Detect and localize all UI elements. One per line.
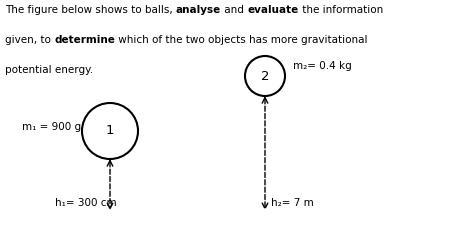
Text: 1: 1: [106, 125, 114, 137]
Text: analyse: analyse: [176, 5, 221, 15]
Text: h₂= 7 m: h₂= 7 m: [271, 198, 314, 208]
Text: 2: 2: [261, 70, 269, 82]
Text: given, to: given, to: [5, 35, 54, 45]
Text: h₁= 300 cm: h₁= 300 cm: [55, 198, 117, 208]
Text: determine: determine: [54, 35, 115, 45]
Text: m₁ = 900 g: m₁ = 900 g: [22, 122, 81, 132]
Text: potential energy.: potential energy.: [5, 65, 93, 75]
Text: The figure below shows to balls,: The figure below shows to balls,: [5, 5, 176, 15]
Text: m₂= 0.4 kg: m₂= 0.4 kg: [293, 61, 352, 71]
Text: the information: the information: [299, 5, 383, 15]
Text: evaluate: evaluate: [247, 5, 299, 15]
Text: which of the two objects has more gravitational: which of the two objects has more gravit…: [115, 35, 367, 45]
Text: and: and: [221, 5, 247, 15]
